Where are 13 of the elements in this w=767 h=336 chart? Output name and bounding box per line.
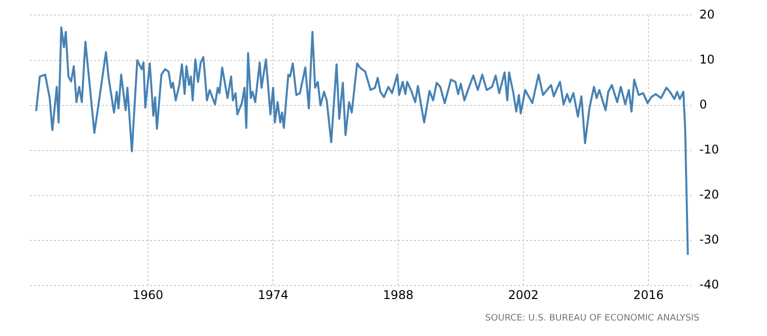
x-tick-label: 2016 (633, 288, 664, 302)
x-tick-label: 1960 (132, 288, 164, 302)
y-tick-label: -10 (699, 142, 720, 157)
y-tick-label: -30 (699, 232, 720, 247)
y-tick-label: 0 (699, 97, 708, 112)
x-tick-label: 1974 (258, 288, 288, 302)
y-tick-label: 10 (699, 52, 715, 66)
y-tick-label: 20 (699, 7, 715, 22)
x-tick-label: 2002 (508, 288, 539, 302)
y-tick-label: -20 (699, 188, 720, 202)
y-tick-label: -40 (699, 278, 720, 292)
x-tick-label: 1988 (382, 288, 414, 302)
source-note: SOURCE: U.S. BUREAU OF ECONOMIC ANALYSIS (485, 313, 700, 324)
